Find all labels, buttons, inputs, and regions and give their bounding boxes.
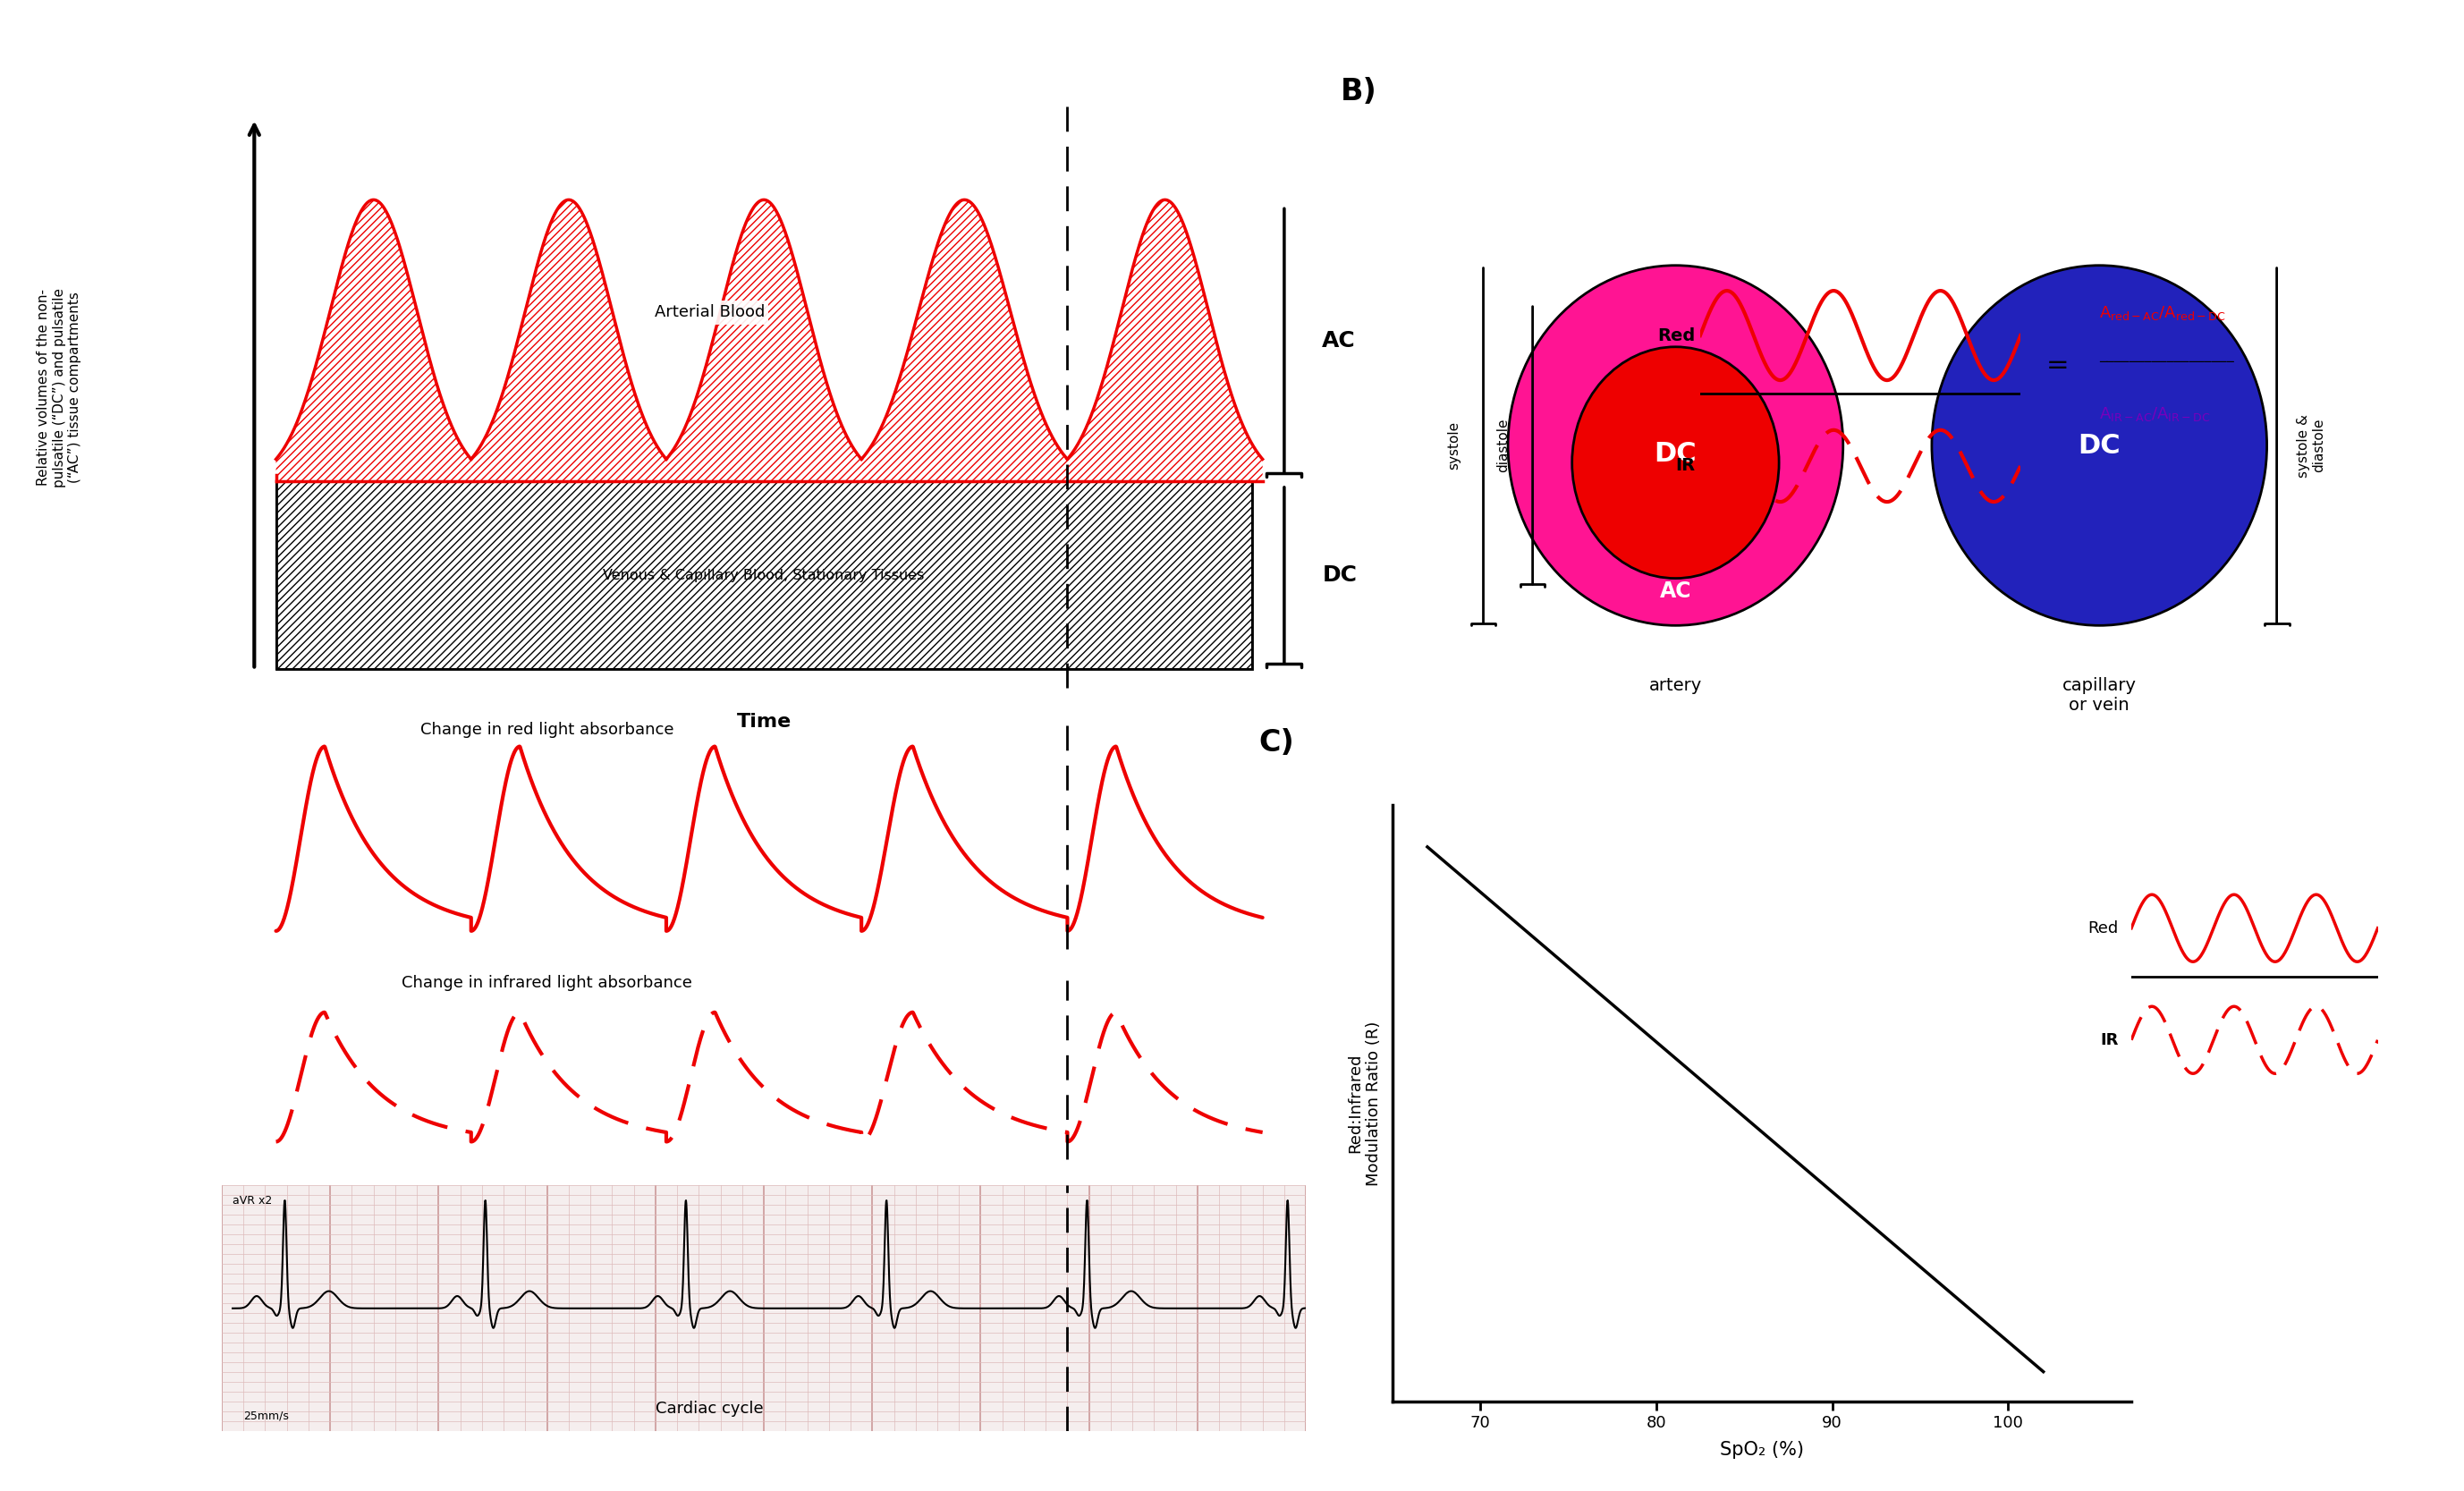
X-axis label: SpO₂ (%): SpO₂ (%): [1720, 1440, 1804, 1458]
Text: B): B): [1340, 76, 1377, 106]
Ellipse shape: [1572, 347, 1779, 579]
Text: Venous & Capillary Blood, Stationary Tissues: Venous & Capillary Blood, Stationary Tis…: [604, 570, 924, 581]
Text: Change in infrared light absorbance: Change in infrared light absorbance: [402, 975, 692, 992]
Text: Red: Red: [1658, 327, 1695, 344]
Text: Cardiac cycle: Cardiac cycle: [655, 1400, 764, 1416]
Text: aVR x2: aVR x2: [232, 1196, 271, 1206]
Text: artery: artery: [1648, 677, 1703, 693]
Text: IR: IR: [2099, 1032, 2119, 1048]
Text: DC: DC: [2077, 432, 2122, 458]
Ellipse shape: [1508, 265, 1843, 626]
Text: AC: AC: [1323, 330, 1355, 352]
Text: =: =: [2045, 352, 2070, 379]
Text: Change in red light absorbance: Change in red light absorbance: [421, 722, 673, 738]
Polygon shape: [471, 200, 665, 482]
Text: AC: AC: [1661, 580, 1690, 602]
Text: ──────────────────: ──────────────────: [2099, 356, 2235, 368]
Text: capillary
or vein: capillary or vein: [2062, 677, 2136, 714]
Bar: [276, 482, 1252, 669]
Text: systole: systole: [1446, 422, 1461, 470]
Polygon shape: [276, 200, 471, 482]
Text: IR: IR: [1676, 458, 1695, 474]
Text: Arterial Blood: Arterial Blood: [655, 304, 764, 321]
Text: $\mathdefault{A_{red-AC}/A_{red-DC}}$: $\mathdefault{A_{red-AC}/A_{red-DC}}$: [2099, 304, 2225, 322]
Text: C): C): [1259, 728, 1294, 757]
Text: diastole: diastole: [1496, 419, 1510, 473]
Text: DC: DC: [1653, 441, 1698, 467]
Text: systole &
diastole: systole & diastole: [2296, 413, 2326, 477]
Text: Red: Red: [2087, 920, 2119, 936]
Polygon shape: [862, 200, 1067, 482]
Text: Time: Time: [737, 713, 791, 731]
Bar: [276, 482, 1252, 669]
Polygon shape: [1067, 200, 1262, 482]
Polygon shape: [665, 200, 862, 482]
Y-axis label: Red:Infrared
Modulation Ratio (R): Red:Infrared Modulation Ratio (R): [1348, 1021, 1382, 1185]
Text: DC: DC: [1323, 565, 1358, 586]
Text: 25mm/s: 25mm/s: [244, 1410, 288, 1421]
Text: $\mathdefault{A_{IR-AC}/A_{IR-DC}}$: $\mathdefault{A_{IR-AC}/A_{IR-DC}}$: [2099, 406, 2210, 423]
Text: Relative volumes of the non-
pulsatile (“DC”) and pulsatile
(“AC”) tissue compar: Relative volumes of the non- pulsatile (…: [37, 288, 81, 488]
Ellipse shape: [1932, 265, 2267, 626]
